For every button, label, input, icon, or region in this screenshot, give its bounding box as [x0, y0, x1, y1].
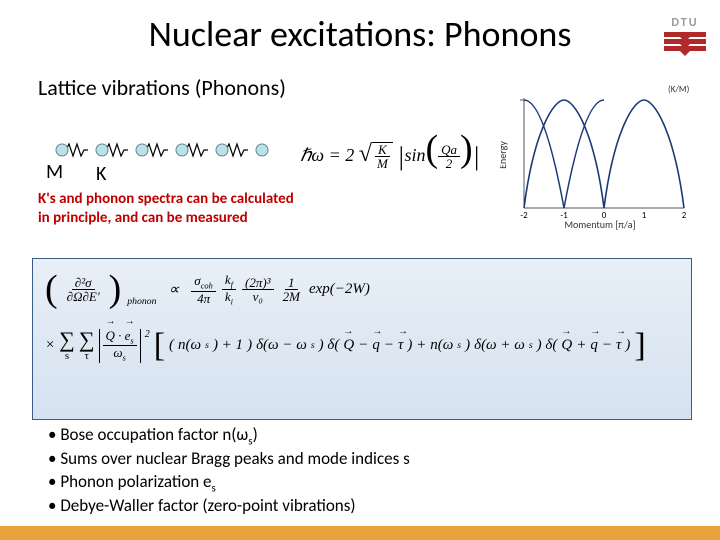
logo-bars: [664, 32, 706, 51]
mass-label: M: [46, 160, 63, 184]
cross-section-formula: ( ∂²σ∂Ω∂E' )phonon ∝ σcoh4π kfki (2π)³ν₀…: [32, 258, 692, 420]
svg-text:0: 0: [602, 210, 607, 221]
dtu-logo: DTU: [664, 16, 706, 53]
svg-text:-1: -1: [560, 210, 568, 221]
dispersion-curve-icon: Energy Momentum [π/a] (K/M)1/2 -2 -1 0 1…: [500, 80, 690, 230]
dispersion-graph: Energy Momentum [π/a] (K/M)1/2 -2 -1 0 1…: [500, 80, 690, 230]
logo-text: DTU: [664, 16, 706, 30]
bullet-polarization: Phonon polarization es: [48, 471, 410, 495]
dispersion-formula: ℏω = 2 √KM |sin(Qa2)|: [300, 140, 480, 172]
svg-text:Energy: Energy: [500, 141, 509, 169]
svg-text:1: 1: [642, 210, 647, 221]
svg-text:Momentum [π/a]: Momentum [π/a]: [564, 218, 635, 230]
bullet-list: Bose occupation factor n(ωs) Sums over n…: [48, 424, 410, 518]
svg-text:2: 2: [682, 210, 687, 221]
svg-text:(K/M): (K/M): [668, 84, 690, 95]
calculation-note: K's and phonon spectra can be calculated…: [38, 190, 294, 228]
spring-chain-icon: [52, 138, 282, 168]
footer-bar: [0, 526, 720, 540]
slide-title: Nuclear excitations: Phonons: [0, 0, 720, 56]
bullet-bose: Bose occupation factor n(ωs): [48, 424, 410, 448]
svg-text:-2: -2: [520, 210, 528, 221]
bullet-sums: Sums over nuclear Bragg peaks and mode i…: [48, 448, 410, 471]
lattice-diagram: M K: [52, 138, 282, 173]
bullet-debye-waller: Debye-Waller factor (zero-point vibratio…: [48, 495, 410, 518]
spring-label: K: [96, 162, 106, 186]
